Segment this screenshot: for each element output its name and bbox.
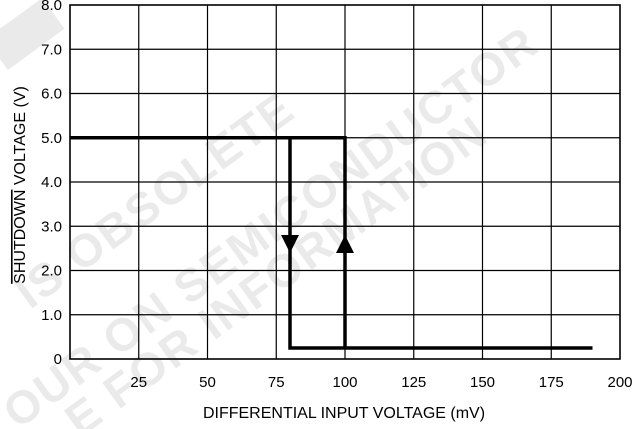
y-tick-label-0: 0 [54, 351, 62, 368]
y-tick-label-3: 3.0 [41, 218, 62, 235]
y-tick-label-8: 8.0 [41, 0, 62, 14]
y-axis-title-rest: VOLTAGE (V) [12, 86, 29, 189]
arrow-up-1 [336, 234, 354, 253]
x-tick-label-5: 150 [470, 374, 495, 391]
watermark: IS OBSOLETE OUR ON SEMICONDUCTOR E FOR I… [0, 0, 548, 429]
y-tick-label-5: 5.0 [41, 130, 62, 147]
y-tick-label-4: 4.0 [41, 174, 62, 191]
x-tick-label-2: 75 [268, 374, 285, 391]
arrow-down-0 [281, 234, 299, 253]
series-line-0 [70, 136, 347, 348]
y-tick-label-6: 6.0 [41, 86, 62, 103]
plot-frame [69, 4, 621, 360]
series-line-1 [288, 137, 593, 350]
y-tick-label-2: 2.0 [41, 263, 62, 280]
plot-arrows [281, 234, 354, 253]
x-tick-label-6: 175 [539, 374, 564, 391]
x-tick-label-4: 125 [401, 374, 426, 391]
x-tick-label-0: 25 [130, 374, 147, 391]
plot-series [70, 136, 593, 350]
y-axis-title-overbar-word: SHUTDOWN [12, 190, 29, 284]
y-tick-label-7: 7.0 [41, 41, 62, 58]
plot-border [69, 4, 621, 360]
watermark-fragment [0, 0, 65, 70]
y-tick-label-1: 1.0 [41, 307, 62, 324]
x-tick-label-3: 100 [332, 374, 357, 391]
y-axis-title: SHUTDOWN VOLTAGE (V) [12, 86, 29, 284]
x-tick-label-1: 50 [199, 374, 216, 391]
x-axis-title: DIFFERENTIAL INPUT VOLTAGE (mV) [203, 405, 485, 422]
x-tick-label-7: 200 [607, 374, 632, 391]
y-tick-labels: 0 1.0 2.0 3.0 4.0 5.0 6.0 7.0 8.0 [41, 0, 62, 368]
x-tick-labels: 25 50 75 100 125 150 175 200 [130, 374, 632, 391]
